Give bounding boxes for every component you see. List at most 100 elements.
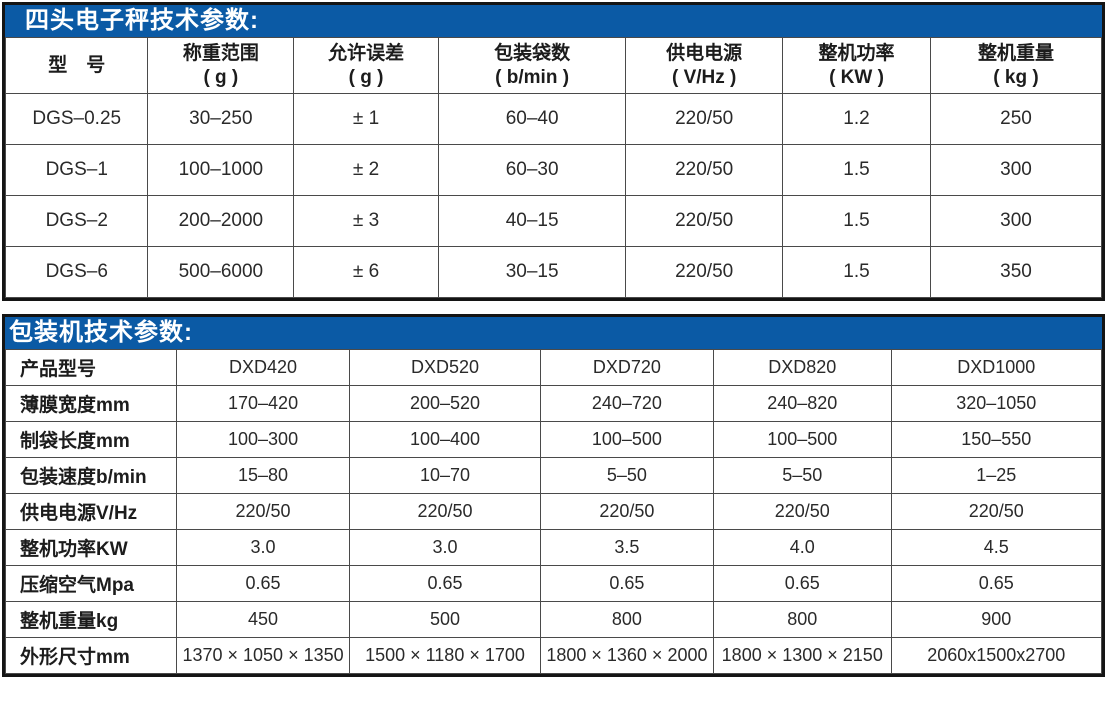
table-cell: 100–500 <box>712 421 892 458</box>
scale-spec-table-section: 四头电子秤技术参数: 型 号称重范围( g ) 允许误差( g ) 包装袋数( b/… <box>2 2 1105 301</box>
table-cell: 产品型号 <box>5 349 177 386</box>
table-cell: 320–1050 <box>890 385 1103 422</box>
table-cell: 800 <box>539 601 714 638</box>
table-cell: 0.65 <box>539 565 714 602</box>
table-cell: 1.5 <box>782 144 931 196</box>
table-row: DGS–2 200–2000 ± 3 40–15 220/50 1.5 300 <box>4 195 1103 247</box>
column-header: 称重范围( g ) <box>147 37 295 94</box>
table-row: 包装速度b/min 15–80 10–70 5–50 5–50 1–25 <box>5 457 1103 494</box>
table-cell: 15–80 <box>175 457 351 494</box>
table-cell: DXD820 <box>712 349 892 386</box>
scale-table-header-row: 型 号称重范围( g ) 允许误差( g ) 包装袋数( b/min ) 供电电源( … <box>4 37 1103 94</box>
packer-table-title: 包装机技术参数: <box>5 317 1102 349</box>
table-cell: 200–2000 <box>147 195 295 247</box>
table-cell: 240–820 <box>712 385 892 422</box>
table-cell: 1.5 <box>782 246 931 298</box>
table-cell: 1.2 <box>782 93 931 145</box>
table-cell: DGS–2 <box>4 195 149 247</box>
table-cell: 800 <box>712 601 892 638</box>
table-cell: 0.65 <box>712 565 892 602</box>
table-cell: 2060x1500x2700 <box>890 637 1103 674</box>
table-cell: 1500 × 1180 × 1700 <box>349 637 541 674</box>
table-row: DGS–1 100–1000 ± 2 60–30 220/50 1.5 300 <box>4 144 1103 196</box>
spec-sheet-page: 四头电子秤技术参数: 型 号称重范围( g ) 允许误差( g ) 包装袋数( b/… <box>2 2 1105 677</box>
table-cell: 压缩空气Mpa <box>5 565 177 602</box>
table-cell: 220/50 <box>625 195 784 247</box>
table-cell: 220/50 <box>625 246 784 298</box>
table-cell: DXD720 <box>539 349 714 386</box>
table-cell: 1.5 <box>782 195 931 247</box>
scale-spec-table: 型 号称重范围( g ) 允许误差( g ) 包装袋数( b/min ) 供电电源( … <box>4 37 1103 298</box>
table-row: 整机重量kg 450 500 800 800 900 <box>5 601 1103 638</box>
table-cell: 0.65 <box>890 565 1103 602</box>
table-cell: 350 <box>929 246 1103 298</box>
table-row: 压缩空气Mpa 0.65 0.65 0.65 0.65 0.65 <box>5 565 1103 602</box>
table-cell: 3.5 <box>539 529 714 566</box>
table-cell: 220/50 <box>349 493 541 530</box>
table-cell: ± 1 <box>293 93 439 145</box>
table-row: 制袋长度mm 100–300 100–400 100–500 100–500 150–55… <box>5 421 1103 458</box>
column-header: 整机重量( kg ) <box>929 37 1103 94</box>
scale-table-body: DGS–0.25 30–250 ± 1 60–40 220/50 1.2 250 DGS–1 1… <box>4 93 1103 298</box>
table-cell: ± 3 <box>293 195 439 247</box>
table-cell: DGS–6 <box>4 246 149 298</box>
column-header: 整机功率( KW ) <box>782 37 931 94</box>
table-row: 产品型号 DXD420 DXD520 DXD720 DXD820 DXD1000 <box>5 349 1103 386</box>
table-cell: 100–1000 <box>147 144 295 196</box>
table-cell: 300 <box>929 144 1103 196</box>
table-cell: 300 <box>929 195 1103 247</box>
table-cell: DXD1000 <box>890 349 1103 386</box>
packer-spec-table-section: 包装机技术参数: 产品型号 DXD420 DXD520 DXD720 DXD820 DXD… <box>2 314 1105 677</box>
scale-table-title: 四头电子秤技术参数: <box>5 5 1102 37</box>
table-cell: 供电电源V/Hz <box>5 493 177 530</box>
table-cell: 30–250 <box>147 93 295 145</box>
table-cell: 3.0 <box>349 529 541 566</box>
table-row: 薄膜宽度mm 170–420 200–520 240–720 240–820 320–10… <box>5 385 1103 422</box>
table-cell: ± 6 <box>293 246 439 298</box>
column-header: 供电电源( V/Hz ) <box>625 37 784 94</box>
table-cell: DGS–0.25 <box>4 93 149 145</box>
table-cell: 900 <box>890 601 1103 638</box>
table-cell: ± 2 <box>293 144 439 196</box>
table-cell: DXD420 <box>175 349 351 386</box>
table-cell: 500–6000 <box>147 246 295 298</box>
table-row: DGS–0.25 30–250 ± 1 60–40 220/50 1.2 250 <box>4 93 1103 145</box>
table-cell: 10–70 <box>349 457 541 494</box>
table-cell: 220/50 <box>712 493 892 530</box>
table-cell: 制袋长度mm <box>5 421 177 458</box>
column-header: 型 号 <box>4 37 149 94</box>
packer-table-body: 产品型号 DXD420 DXD520 DXD720 DXD820 DXD1000 薄膜宽度m… <box>5 349 1103 674</box>
table-cell: 整机功率KW <box>5 529 177 566</box>
table-cell: 60–30 <box>437 144 627 196</box>
table-cell: 500 <box>349 601 541 638</box>
table-cell: 30–15 <box>437 246 627 298</box>
table-cell: 170–420 <box>175 385 351 422</box>
table-row: 整机功率KW 3.0 3.0 3.5 4.0 4.5 <box>5 529 1103 566</box>
table-cell: 1–25 <box>890 457 1103 494</box>
table-row: DGS–6 500–6000 ± 6 30–15 220/50 1.5 350 <box>4 246 1103 298</box>
table-cell: 220/50 <box>175 493 351 530</box>
packer-spec-table: 产品型号 DXD420 DXD520 DXD720 DXD820 DXD1000 薄膜宽度m… <box>5 349 1103 674</box>
table-cell: 240–720 <box>539 385 714 422</box>
table-cell: 包装速度b/min <box>5 457 177 494</box>
table-cell: 1800 × 1360 × 2000 <box>539 637 714 674</box>
table-cell: DGS–1 <box>4 144 149 196</box>
table-cell: 4.5 <box>890 529 1103 566</box>
table-cell: 整机重量kg <box>5 601 177 638</box>
table-cell: 5–50 <box>712 457 892 494</box>
column-header: 包装袋数( b/min ) <box>437 37 627 94</box>
table-cell: 220/50 <box>625 144 784 196</box>
column-header: 允许误差( g ) <box>293 37 439 94</box>
table-cell: 60–40 <box>437 93 627 145</box>
table-cell: 40–15 <box>437 195 627 247</box>
table-cell: 100–400 <box>349 421 541 458</box>
table-cell: 外形尺寸mm <box>5 637 177 674</box>
table-cell: 100–300 <box>175 421 351 458</box>
table-cell: 220/50 <box>890 493 1103 530</box>
table-cell: DXD520 <box>349 349 541 386</box>
table-cell: 200–520 <box>349 385 541 422</box>
table-row: 外形尺寸mm 1370 × 1050 × 1350 1500 × 1180 × 17… <box>5 637 1103 674</box>
table-cell: 0.65 <box>175 565 351 602</box>
table-cell: 0.65 <box>349 565 541 602</box>
table-cell: 220/50 <box>625 93 784 145</box>
